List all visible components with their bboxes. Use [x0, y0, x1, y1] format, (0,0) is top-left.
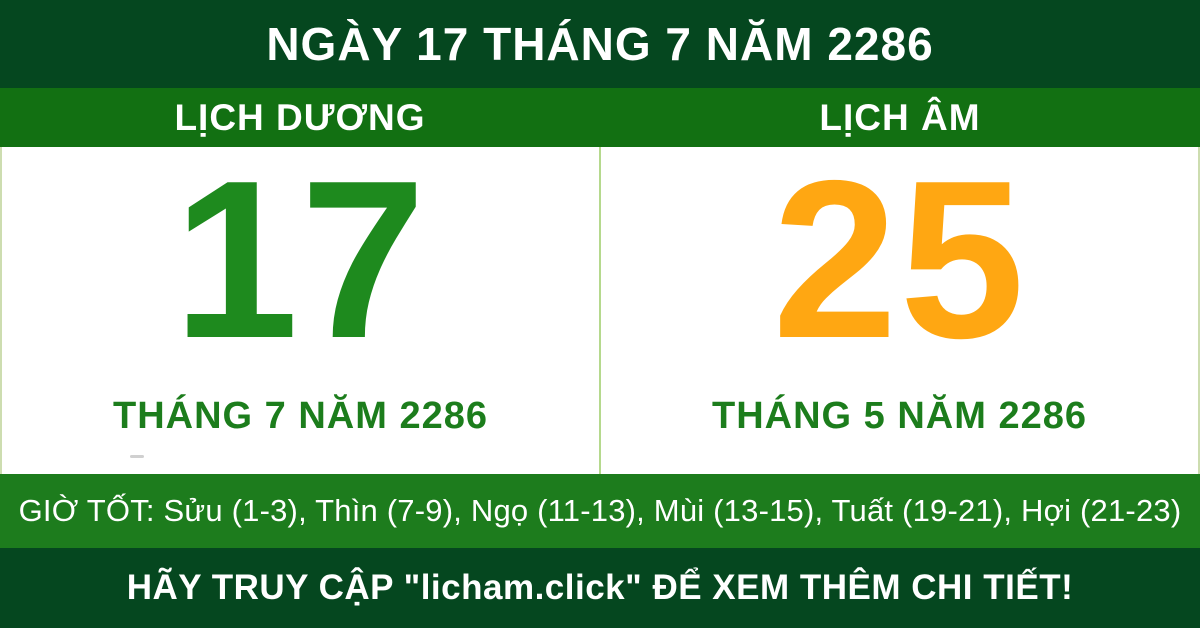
footer-bar: HÃY TRUY CẬP "licham.click" ĐỂ XEM THÊM …	[0, 548, 1200, 628]
solar-panel: 17 THÁNG 7 NĂM 2286	[2, 147, 599, 474]
lunar-day-number: 25	[772, 133, 1027, 385]
calendar-body: 17 THÁNG 7 NĂM 2286 25 THÁNG 5 NĂM 2286	[0, 147, 1200, 474]
lunar-month-year: THÁNG 5 NĂM 2286	[712, 395, 1087, 437]
solar-day-number: 17	[173, 133, 428, 385]
good-hours-text: GIỜ TỐT: Sửu (1-3), Thìn (7-9), Ngọ (11-…	[18, 493, 1182, 528]
solar-calendar-label: LỊCH DƯƠNG	[174, 96, 426, 138]
lunar-panel: 25 THÁNG 5 NĂM 2286	[601, 147, 1198, 474]
header-bar: NGÀY 17 THÁNG 7 NĂM 2286	[0, 0, 1200, 88]
page-title: NGÀY 17 THÁNG 7 NĂM 2286	[266, 18, 934, 70]
column-divider	[599, 147, 601, 474]
footer-cta-text: HÃY TRUY CẬP "licham.click" ĐỂ XEM THÊM …	[126, 568, 1074, 607]
good-hours-bar: GIỜ TỐT: Sửu (1-3), Thìn (7-9), Ngọ (11-…	[0, 474, 1200, 548]
lunar-calendar-label: LỊCH ÂM	[819, 96, 981, 138]
calendar-type-bar: LỊCH DƯƠNG LỊCH ÂM	[0, 88, 1200, 147]
solar-month-year: THÁNG 7 NĂM 2286	[113, 395, 488, 437]
artifact-dash	[130, 455, 144, 458]
